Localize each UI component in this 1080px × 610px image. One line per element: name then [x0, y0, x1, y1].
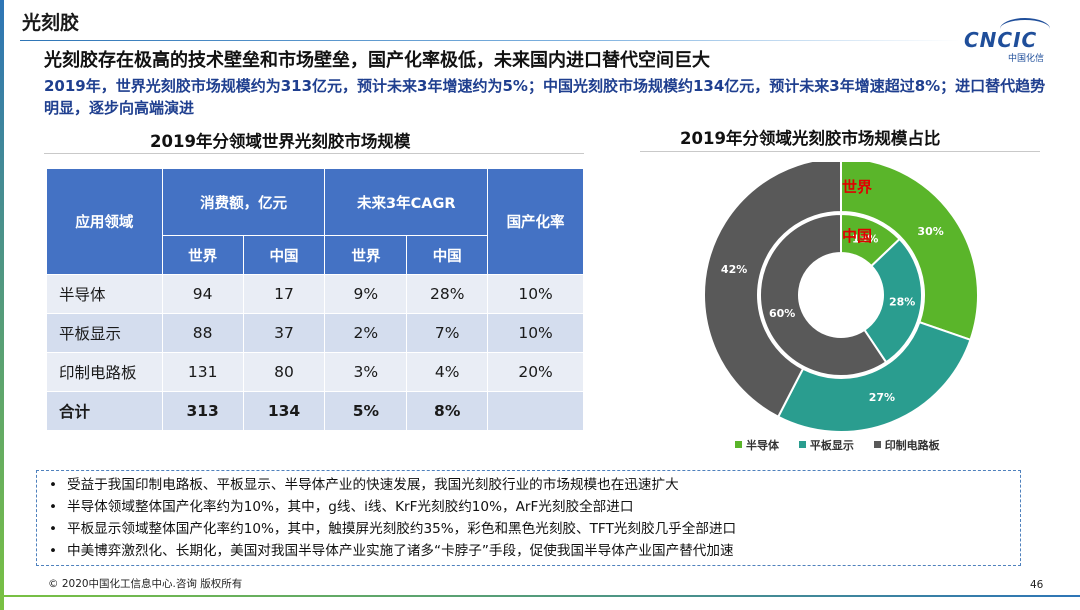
- legend-label: 半导体: [746, 439, 779, 452]
- legend-label: 印制电路板: [884, 439, 940, 452]
- title-divider: [20, 40, 960, 41]
- header-cagr-china: 中国: [406, 235, 489, 275]
- bullet-text: 中美博弈激烈化、长期化，美国对我国半导体产业实施了诸多“卡脖子”手段，促使我国半…: [67, 543, 734, 559]
- donut-slice-inner-1: [863, 237, 923, 364]
- chart-title: 2019年分领域光刻胶市场规模占比: [680, 129, 941, 148]
- logo-arc-icon: [1000, 18, 1050, 40]
- cell-cagr-world: 9%: [324, 274, 408, 314]
- donut-label-inner-0: 13%: [852, 232, 878, 245]
- table-row-total: 合计 313 134 5% 8%: [46, 391, 584, 431]
- donut-slice-inner-2: [759, 212, 888, 377]
- logo-text: CNCIC: [964, 28, 1038, 52]
- cell-cagr-world: 5%: [324, 391, 408, 431]
- ring-label-outer: 世界: [842, 178, 872, 196]
- cell-field: 平板显示: [46, 313, 163, 353]
- cell-cagr-china: 8%: [406, 391, 489, 431]
- bottom-divider: [0, 595, 1080, 597]
- chart-legend: 半导体 平板显示 印制电路板: [735, 437, 956, 453]
- header-consumption: 消费额，亿元: [161, 168, 326, 236]
- cell-cons-world: 131: [161, 352, 244, 392]
- cell-field: 合计: [46, 391, 163, 431]
- cell-localization: 20%: [487, 352, 584, 392]
- bullet-item: • 中美博弈激烈化、长期化，美国对我国半导体产业实施了诸多“卡脖子”手段，促使我国…: [49, 543, 734, 559]
- cell-field: 半导体: [46, 274, 163, 314]
- donut-label-inner-2: 60%: [769, 307, 795, 320]
- table-row: 半导体 94 17 9% 28% 10%: [46, 274, 584, 314]
- legend-label: 平板显示: [809, 439, 854, 452]
- cell-cagr-china: 4%: [406, 352, 489, 392]
- donut-label-outer-0: 30%: [917, 225, 943, 238]
- bullet-item: • 平板显示领域整体国产化率约10%，其中，触摸屏光刻胶约35%，彩色和黑色光刻胶…: [49, 521, 737, 537]
- legend-item: 平板显示: [798, 439, 854, 452]
- cell-cons-china: 17: [242, 274, 326, 314]
- bullet-item: • 受益于我国印制电路板、平板显示、半导体产业的快速发展，我国光刻胶行业的市场规模…: [49, 477, 679, 493]
- cell-cagr-world: 2%: [324, 313, 408, 353]
- cell-cons-world: 94: [161, 274, 244, 314]
- cell-localization: 10%: [487, 313, 584, 353]
- header-cagr: 未来3年CAGR: [324, 168, 489, 236]
- donut-label-outer-1: 27%: [869, 391, 895, 404]
- header-cons-china: 中国: [242, 235, 326, 275]
- header-localization: 国产化率: [487, 168, 584, 275]
- bullet-text: 平板显示领域整体国产化率约10%，其中，触摸屏光刻胶约35%，彩色和黑色光刻胶、…: [67, 521, 737, 537]
- donut-label-inner-1: 28%: [889, 296, 915, 309]
- header-field: 应用领域: [46, 168, 163, 275]
- donut-slice-outer-0: [840, 162, 979, 342]
- left-accent-bar: [0, 0, 4, 610]
- donut-label-outer-2: 42%: [721, 263, 747, 276]
- market-table: 应用领域 消费额，亿元 未来3年CAGR 国产化率 世界 中国 世界 中国 半导…: [46, 168, 584, 431]
- bullet-box: • 受益于我国印制电路板、平板显示、半导体产业的快速发展，我国光刻胶行业的市场规模…: [36, 470, 1021, 566]
- legend-swatch: [798, 441, 806, 448]
- cell-cons-world: 313: [161, 391, 244, 431]
- page-number: 46: [1030, 579, 1044, 591]
- legend-swatch: [735, 441, 742, 448]
- legend-item: 半导体: [735, 439, 779, 452]
- cell-cons-china: 37: [242, 313, 326, 353]
- copyright: © 2020中国化工信息中心.咨询 版权所有: [48, 578, 243, 590]
- headline: 光刻胶存在极高的技术壁垒和市场壁垒，国产化率极低，未来国内进口替代空间巨大: [44, 50, 710, 71]
- donut-slice-outer-1: [776, 320, 972, 432]
- table-row: 印制电路板 131 80 3% 4% 20%: [46, 352, 584, 392]
- logo-subtext: 中国化信: [1008, 54, 1045, 64]
- cell-cagr-china: 7%: [406, 313, 489, 353]
- table-title-rule: [44, 153, 584, 154]
- cell-cagr-china: 28%: [406, 274, 489, 314]
- cncic-logo: CNCIC 中国化信: [960, 18, 1065, 64]
- legend-swatch: [873, 441, 881, 448]
- cell-cons-china: 134: [242, 391, 326, 431]
- cell-cons-world: 88: [161, 313, 244, 353]
- bullet-text: 受益于我国印制电路板、平板显示、半导体产业的快速发展，我国光刻胶行业的市场规模也…: [67, 477, 679, 493]
- slide-title: 光刻胶: [22, 12, 80, 34]
- chart-title-rule: [640, 151, 1040, 152]
- bullet-item: • 半导体领域整体国产化率约为10%，其中，g线、i线、KrF光刻胶约10%，Ar…: [49, 499, 634, 515]
- ring-label-inner: 中国: [842, 227, 872, 245]
- table-title: 2019年分领域世界光刻胶市场规模: [150, 132, 411, 151]
- cell-field: 印制电路板: [46, 352, 163, 392]
- cell-cons-china: 80: [242, 352, 326, 392]
- header-cagr-world: 世界: [324, 235, 408, 275]
- legend-item: 印制电路板: [873, 439, 940, 452]
- table-row: 平板显示 88 37 2% 7% 10%: [46, 313, 584, 353]
- cell-localization: [487, 391, 584, 431]
- bullet-text: 半导体领域整体国产化率约为10%，其中，g线、i线、KrF光刻胶约10%，ArF…: [67, 499, 634, 515]
- cell-localization: 10%: [487, 274, 584, 314]
- cell-cagr-world: 3%: [324, 352, 408, 392]
- header-cons-world: 世界: [161, 235, 244, 275]
- donut-slice-outer-2: [703, 162, 842, 419]
- summary-text: 2019年，世界光刻胶市场规模约为313亿元，预计未来3年增速约为5%；中国光刻…: [44, 77, 1046, 117]
